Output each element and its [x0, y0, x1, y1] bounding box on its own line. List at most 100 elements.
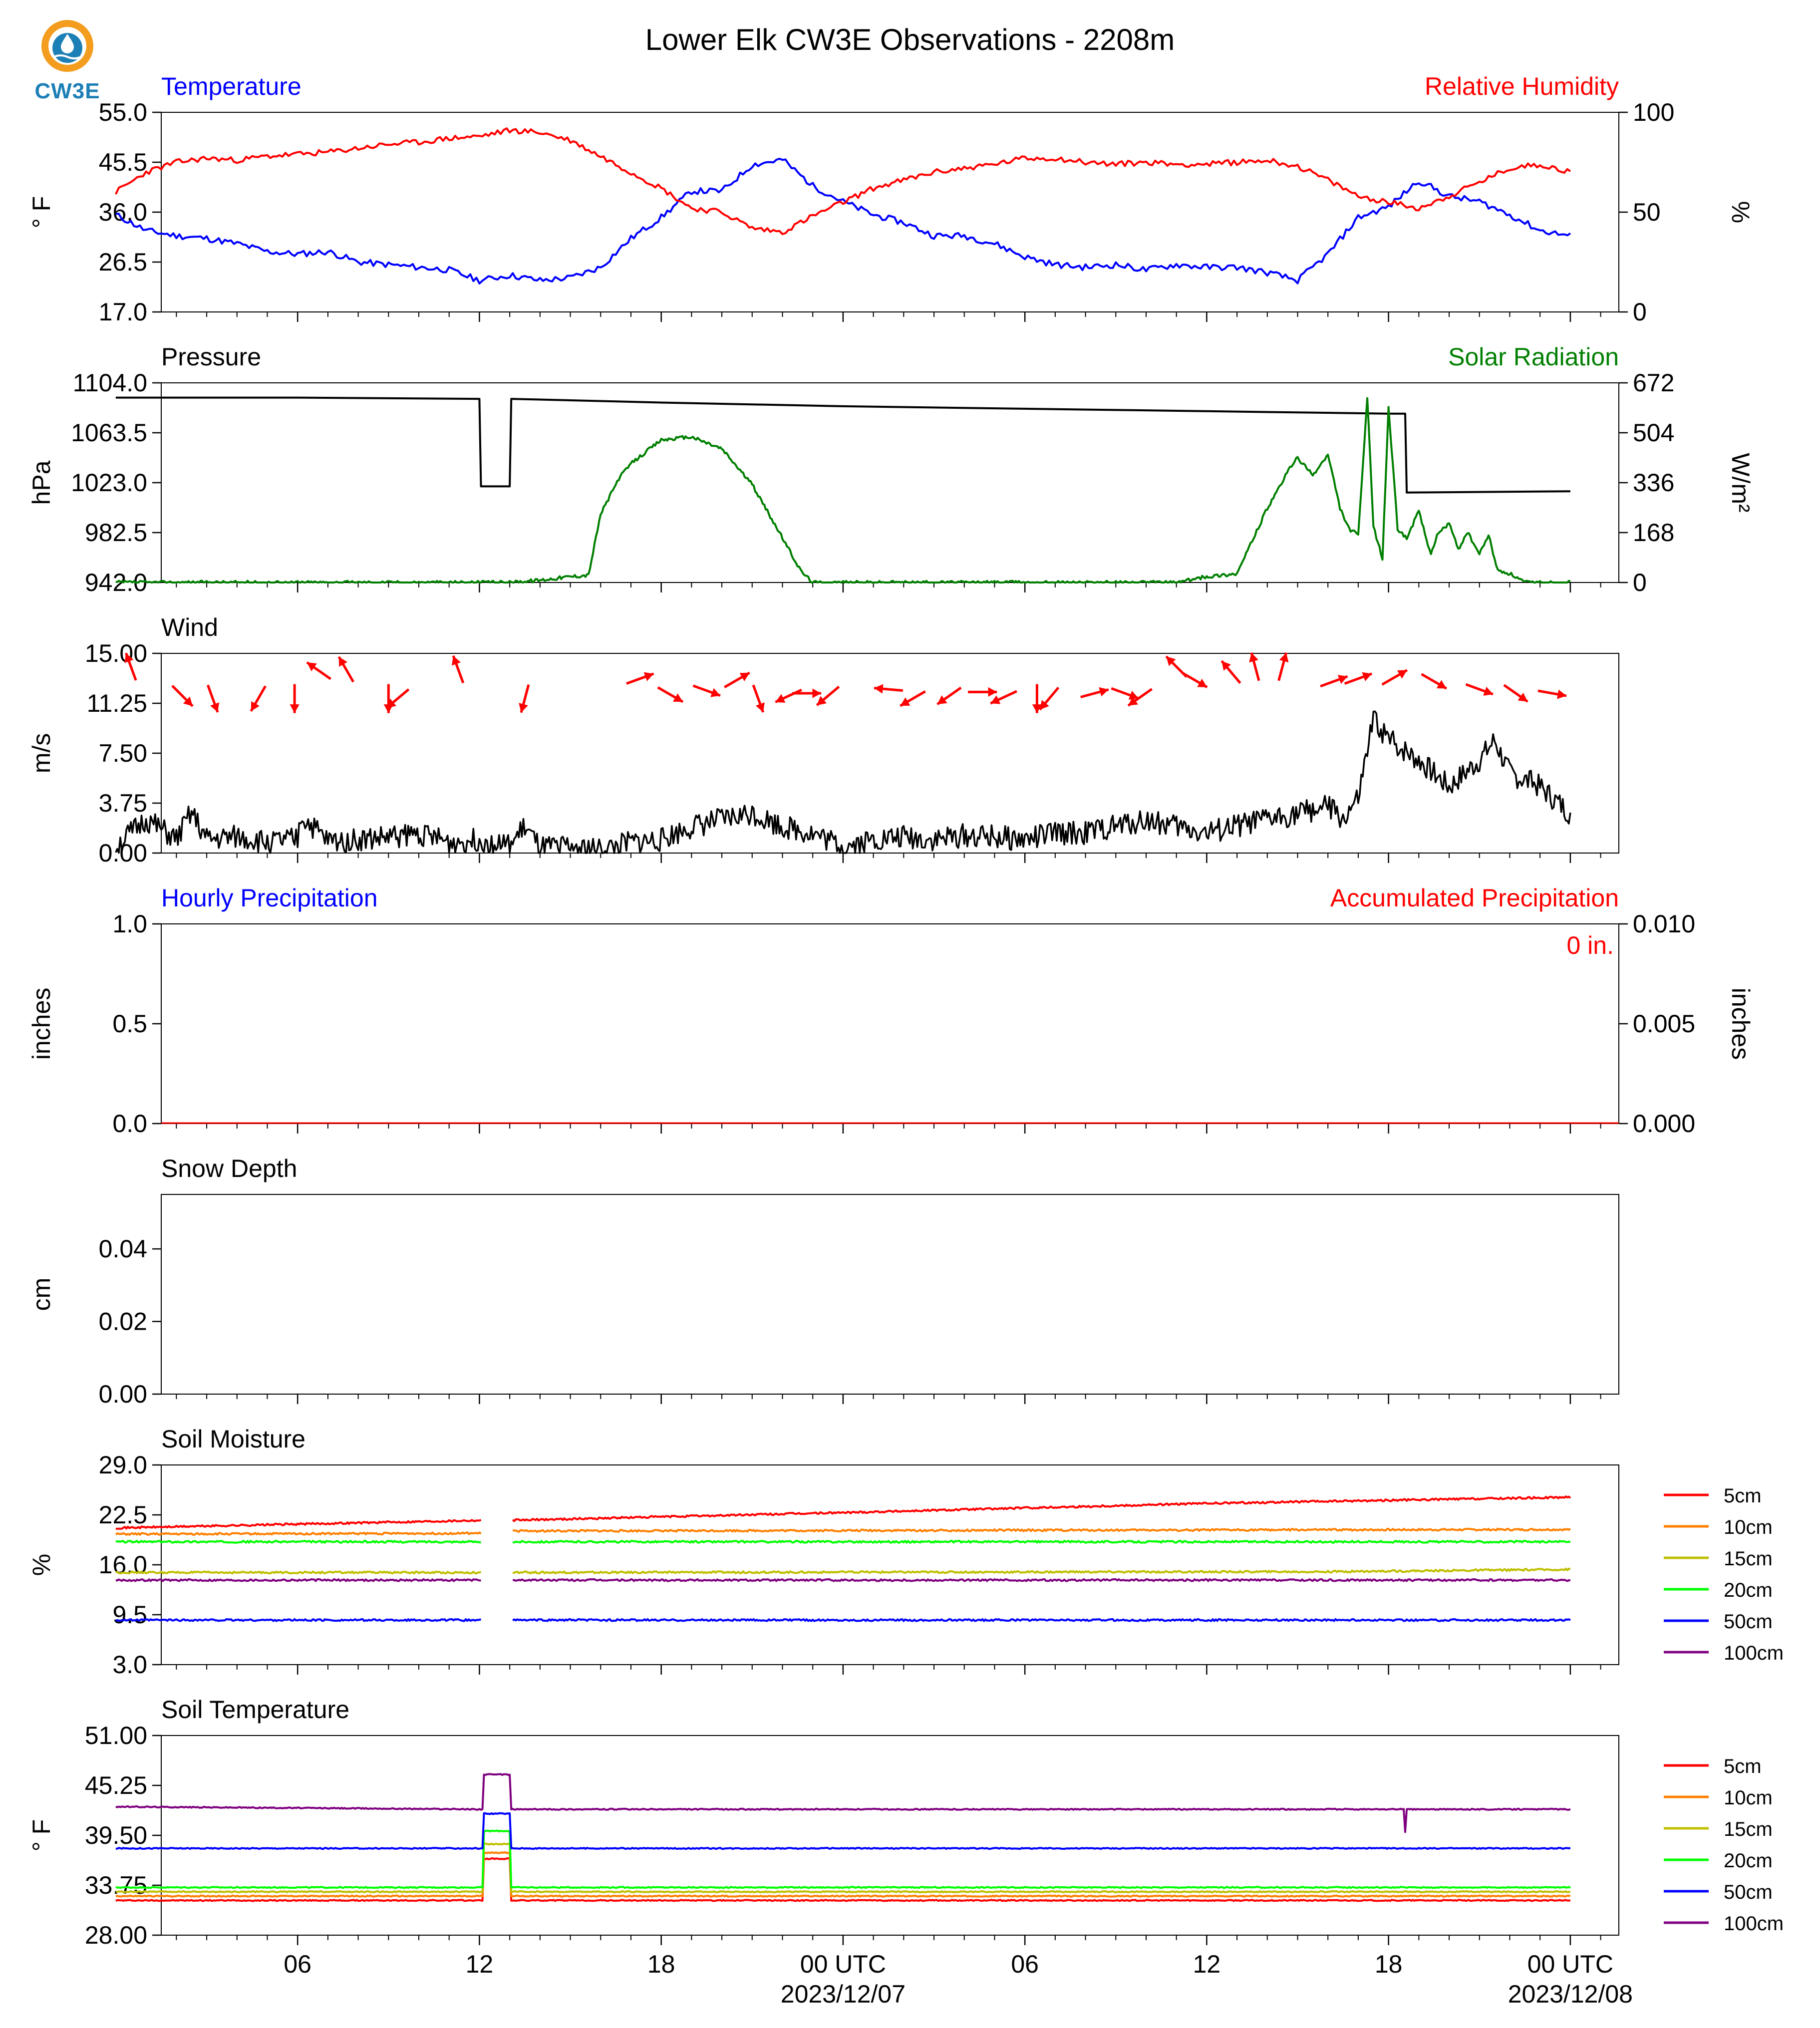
sun-drop-wave-icon	[41, 20, 93, 72]
soil-series-10cm	[512, 1527, 1571, 1533]
wind-speed-line	[115, 710, 1571, 854]
chart-title: Lower Elk CW3E Observations - 2208m	[645, 23, 1175, 56]
legend-label: 10cm	[1724, 1787, 1773, 1809]
y-right-axis-label: %	[1727, 201, 1755, 223]
humidity-line	[115, 127, 1571, 235]
panel-title-left: Soil Temperature	[161, 1696, 349, 1724]
wind-direction-arrowhead	[1436, 680, 1447, 689]
x-tick-label: 06	[1011, 1950, 1039, 1978]
wind-direction-arrowhead	[1397, 670, 1407, 679]
wind-direction-arrowhead	[1099, 687, 1109, 697]
cw3e-logo: CW3E	[30, 15, 105, 105]
x-date-label: 2023/12/08	[1508, 1980, 1633, 2008]
soil-series-100cm	[115, 1578, 481, 1582]
y-right-axis-label: W/m²	[1727, 453, 1755, 512]
y-tick-label: 1063.5	[71, 419, 147, 447]
y-tick-label: 39.50	[85, 1821, 147, 1849]
y-right-tick-label: 50	[1633, 198, 1661, 226]
soil-series-5cm	[115, 1857, 1571, 1902]
logo-text: CW3E	[34, 79, 100, 103]
y-tick-label: 11.25	[87, 689, 147, 717]
wind-direction-arrowhead	[1557, 689, 1567, 699]
x-tick-label: 12	[466, 1950, 494, 1978]
y-tick-label: 0.00	[99, 1380, 147, 1408]
y-tick-label: 29.0	[99, 1451, 147, 1479]
y-right-tick-label: 0.000	[1633, 1110, 1695, 1138]
y-tick-label: 1.0	[112, 910, 147, 938]
wind-direction-arrowhead	[1221, 661, 1231, 671]
wind-direction-arrowhead	[386, 698, 396, 708]
panel-title-right: Solar Radiation	[1448, 343, 1619, 371]
legend-label: 10cm	[1724, 1516, 1773, 1538]
y-axis-label: %	[27, 1554, 55, 1576]
solar-radiation-line	[115, 397, 1571, 583]
y-right-tick-label: 0	[1633, 298, 1647, 326]
y-tick-label: 45.5	[99, 148, 147, 176]
wind-direction-arrowhead	[183, 696, 193, 706]
y-right-tick-label: 672	[1633, 369, 1674, 397]
soil-series-50cm	[115, 1618, 481, 1622]
wind-direction-arrowhead	[672, 693, 683, 702]
y-tick-label: 0.0	[112, 1110, 147, 1138]
wind-direction-arrowhead	[338, 656, 347, 667]
panel-0-frame	[161, 112, 1619, 312]
wind-direction-arrowhead	[937, 695, 947, 704]
legend-label: 5cm	[1724, 1755, 1762, 1777]
wind-direction-arrowhead	[812, 688, 822, 698]
x-tick-label: 06	[284, 1950, 311, 1978]
y-right-axis-label: inches	[1727, 988, 1755, 1060]
wind-direction-arrowhead	[1249, 652, 1258, 663]
y-tick-label: 9.5	[112, 1601, 147, 1629]
soil-series-20cm	[115, 1829, 1571, 1889]
legend-label: 15cm	[1724, 1818, 1773, 1840]
wind-direction-arrowhead	[1166, 656, 1176, 666]
x-date-label: 2023/12/07	[781, 1980, 906, 2008]
y-tick-label: 982.5	[85, 519, 147, 547]
wind-direction-arrowhead	[990, 695, 1001, 704]
panel-title-left: Hourly Precipitation	[161, 884, 378, 912]
wind-direction-arrowhead	[1483, 686, 1493, 696]
y-axis-label: ° F	[27, 1819, 55, 1851]
y-tick-label: 51.00	[85, 1722, 147, 1749]
wind-direction-arrowhead	[1197, 678, 1208, 687]
panel-6-frame	[161, 1735, 1619, 1936]
wind-direction-arrowhead	[1040, 700, 1049, 710]
y-right-tick-label: 168	[1633, 519, 1674, 547]
soil-series-10cm	[115, 1851, 1571, 1898]
y-tick-label: 1104.0	[73, 369, 147, 397]
y-axis-label: m/s	[27, 733, 55, 774]
wind-direction-arrowhead	[900, 697, 910, 706]
wind-direction-arrowhead	[988, 687, 997, 697]
y-tick-label: 15.00	[85, 639, 147, 667]
wind-direction-arrowhead	[1362, 672, 1372, 681]
y-axis-label: hPa	[27, 460, 55, 505]
pressure-line	[115, 396, 1570, 494]
y-right-tick-label: 0	[1633, 569, 1647, 596]
y-tick-label: 17.0	[99, 298, 147, 326]
panel-4-frame	[161, 1194, 1619, 1395]
y-right-tick-label: 0.005	[1633, 1010, 1695, 1038]
panel-2-frame	[161, 653, 1619, 854]
wind-direction-arrowhead	[519, 703, 528, 713]
soil-series-15cm	[115, 1570, 482, 1575]
soil-series-50cm	[512, 1618, 1571, 1622]
x-tick-label: 00 UTC	[1527, 1950, 1613, 1978]
wind-direction-arrowhead	[1279, 652, 1289, 663]
y-tick-label: 22.5	[99, 1501, 147, 1529]
soil-series-15cm	[512, 1567, 1571, 1575]
y-tick-label: 1023.0	[71, 469, 147, 497]
y-tick-label: 55.0	[99, 98, 147, 126]
wind-direction-arrowhead	[739, 672, 750, 681]
y-tick-label: 3.0	[112, 1651, 147, 1679]
y-right-tick-label: 100	[1633, 98, 1674, 126]
soil-series-20cm	[513, 1540, 1571, 1544]
wind-direction-arrowhead	[1337, 675, 1348, 684]
y-axis-label: cm	[27, 1278, 55, 1311]
soil-series-10cm	[115, 1531, 482, 1536]
panel-title-right: Relative Humidity	[1425, 72, 1619, 100]
y-tick-label: 45.25	[85, 1771, 147, 1799]
y-tick-label: 16.0	[99, 1551, 147, 1579]
y-tick-label: 7.50	[99, 739, 147, 767]
legend-label: 50cm	[1724, 1881, 1773, 1903]
y-axis-label: ° F	[27, 196, 55, 228]
